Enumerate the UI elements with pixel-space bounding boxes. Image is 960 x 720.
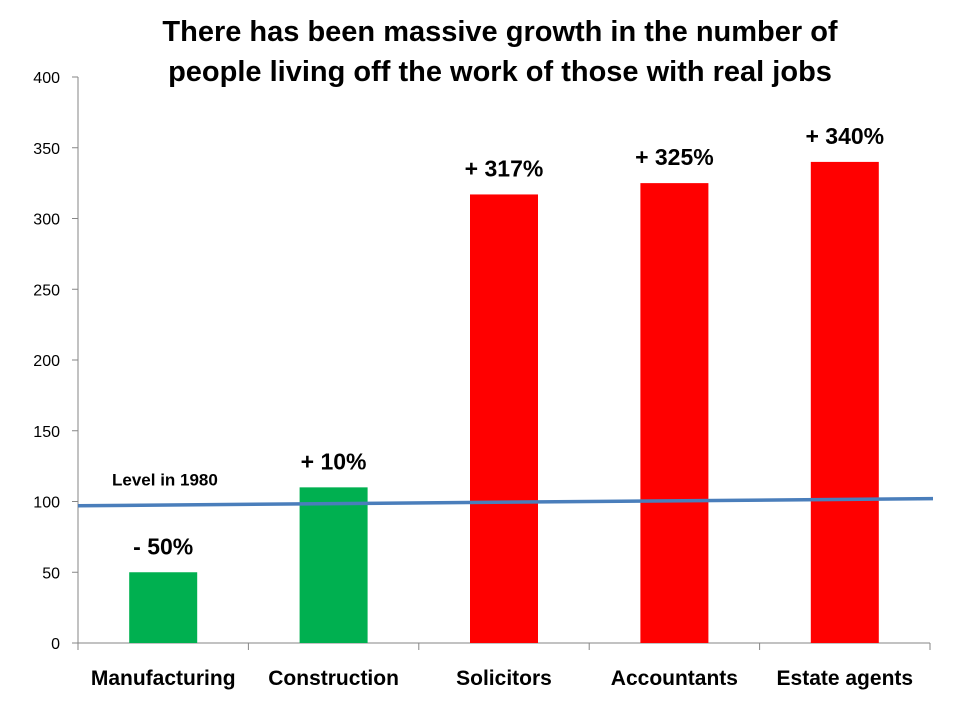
data-label: + 317% xyxy=(465,155,544,181)
y-tick-label: 0 xyxy=(51,636,60,653)
y-tick-label: 100 xyxy=(33,495,60,512)
chart-title-line-1: There has been massive growth in the num… xyxy=(162,16,838,48)
chart-title: There has been massive growth in the num… xyxy=(40,12,960,92)
y-tick-label: 200 xyxy=(33,353,60,370)
bar-construction xyxy=(299,487,368,643)
data-label: + 340% xyxy=(805,123,884,149)
data-label: - 50% xyxy=(133,533,193,559)
y-tick-label: 300 xyxy=(33,212,60,229)
category-label: Construction xyxy=(268,667,399,690)
y-tick-label: 250 xyxy=(33,282,60,299)
bar-manufacturing xyxy=(129,572,198,643)
y-tick-label: 50 xyxy=(42,565,60,582)
data-label: + 10% xyxy=(301,448,367,474)
bar-solicitors xyxy=(470,194,538,643)
y-tick-label: 150 xyxy=(33,424,60,441)
category-label: Accountants xyxy=(611,667,738,690)
data-label: + 325% xyxy=(635,144,714,170)
category-label: Solicitors xyxy=(456,667,552,690)
bar-estate-agents xyxy=(810,161,879,643)
bar-accountants xyxy=(640,183,709,643)
chart-title-line-2: people living off the work of those with… xyxy=(168,56,832,88)
y-tick-label: 400 xyxy=(33,70,60,87)
reference-line-label: Level in 1980 xyxy=(112,471,218,490)
reference-line xyxy=(77,496,934,508)
category-label: Estate agents xyxy=(777,667,914,690)
y-tick-label: 350 xyxy=(33,141,60,158)
category-label: Manufacturing xyxy=(91,667,236,690)
